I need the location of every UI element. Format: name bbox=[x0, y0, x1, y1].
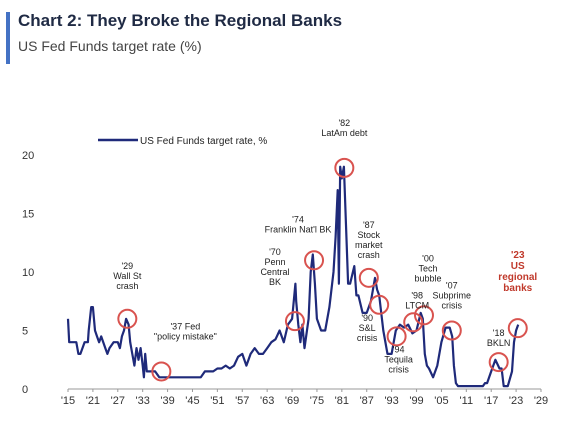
event-circle bbox=[151, 361, 172, 382]
event-label-line: crisis bbox=[357, 333, 378, 343]
event-label-line: bubble bbox=[414, 273, 441, 283]
event-circle bbox=[284, 311, 305, 332]
x-tick-label: '17 bbox=[484, 395, 498, 407]
event-circle bbox=[117, 308, 138, 329]
event-label-line: '74 bbox=[292, 214, 304, 224]
event-circle bbox=[304, 250, 325, 271]
x-tick-label: '93 bbox=[384, 395, 398, 407]
x-axis: '15 '21 '27 '33 '39 '45 '51 '57 '63 '69 '75 '81 '87 '… bbox=[61, 388, 548, 407]
x-tick-label: '15 bbox=[61, 395, 75, 407]
x-tick-label: '11 bbox=[460, 395, 474, 407]
event-circle bbox=[403, 312, 424, 333]
event-label: '82 LatAm debt bbox=[321, 118, 368, 138]
event-circle bbox=[441, 320, 462, 341]
event-label-line: BK bbox=[269, 277, 281, 287]
event-label-line: Tequila bbox=[384, 354, 413, 364]
x-tick-label: '81 bbox=[335, 395, 349, 407]
chart-title: Chart 2: They Broke the Regional Banks bbox=[18, 11, 343, 30]
event-circle bbox=[334, 157, 355, 178]
x-tick-label: '69 bbox=[285, 395, 299, 407]
event-label-line: Subprime bbox=[433, 291, 472, 301]
event-circle bbox=[488, 352, 509, 373]
x-tick-label: '99 bbox=[409, 395, 423, 407]
event-circle bbox=[507, 318, 528, 339]
y-axis: 0 5 10 15 20 bbox=[22, 150, 34, 396]
event-label-line: Penn bbox=[264, 257, 285, 267]
event-label-line: '87 bbox=[363, 220, 375, 230]
x-tick-label: '33 bbox=[136, 395, 150, 407]
event-label: '23 US regional banks bbox=[498, 250, 537, 294]
annotation-labels: '29 Wall St crash'37 Fed "policy mistake"'7… bbox=[113, 118, 537, 374]
event-label-line: '00 bbox=[422, 253, 434, 263]
event-label-line: banks bbox=[503, 283, 532, 294]
x-tick-label: '39 bbox=[160, 395, 174, 407]
event-label-line: LTCM bbox=[405, 300, 429, 310]
x-tick-label: '57 bbox=[235, 395, 249, 407]
event-circle bbox=[386, 326, 407, 347]
legend-label: US Fed Funds target rate, % bbox=[140, 136, 267, 147]
event-label-line: regional bbox=[498, 272, 537, 283]
event-label: '18 BKLN bbox=[487, 328, 511, 348]
event-label-line: '82 bbox=[338, 118, 350, 128]
event-label: '70 Penn Central BK bbox=[260, 247, 289, 287]
y-tick-label: 10 bbox=[22, 267, 34, 279]
x-tick-label: '05 bbox=[434, 395, 448, 407]
y-tick-label: 15 bbox=[22, 209, 34, 221]
event-label-line: '23 bbox=[511, 250, 525, 261]
event-label-line: '29 bbox=[121, 261, 133, 271]
event-label-line: crisis bbox=[388, 364, 409, 374]
x-tick-label: '51 bbox=[210, 395, 224, 407]
x-tick-label: '75 bbox=[310, 395, 324, 407]
event-label-line: crash bbox=[116, 281, 138, 291]
event-label-line: '98 bbox=[411, 290, 423, 300]
event-label-line: '18 bbox=[493, 328, 505, 338]
event-label-line: '70 bbox=[269, 247, 281, 257]
annotation-circles bbox=[117, 157, 528, 382]
legend: US Fed Funds target rate, % bbox=[98, 136, 267, 147]
x-tick-label: '21 bbox=[86, 395, 100, 407]
event-label-line: Franklin Nat'l BK bbox=[265, 224, 332, 234]
chart-subtitle: US Fed Funds target rate (%) bbox=[18, 38, 202, 54]
event-circle bbox=[413, 305, 434, 326]
x-tick-label: '63 bbox=[260, 395, 274, 407]
event-label: '37 Fed "policy mistake" bbox=[154, 321, 217, 341]
event-label-line: S&L bbox=[359, 323, 376, 333]
event-label-line: crisis bbox=[442, 301, 463, 311]
x-tick-label: '29 bbox=[534, 395, 548, 407]
event-circle bbox=[369, 294, 390, 315]
event-label: '74 Franklin Nat'l BK bbox=[265, 214, 332, 234]
x-tick-label: '23 bbox=[509, 395, 523, 407]
event-label-line: LatAm debt bbox=[321, 128, 368, 138]
event-circle bbox=[358, 267, 379, 288]
event-label-line: Central bbox=[260, 267, 289, 277]
x-tick-label: '87 bbox=[360, 395, 374, 407]
event-label-line: '90 bbox=[361, 313, 373, 323]
event-label: '98 LTCM bbox=[405, 290, 429, 310]
event-label-line: Wall St bbox=[113, 271, 142, 281]
y-tick-label: 0 bbox=[22, 384, 28, 396]
x-tick-label: '27 bbox=[111, 395, 125, 407]
event-label-line: '94 bbox=[393, 344, 405, 354]
event-label: '87 Stock market crash bbox=[355, 220, 383, 260]
y-tick-label: 5 bbox=[22, 326, 28, 338]
event-label-line: BKLN bbox=[487, 338, 511, 348]
event-label: '00 Tech bubble bbox=[414, 253, 441, 283]
event-label-line: '07 bbox=[446, 281, 458, 291]
event-label-line: Stock bbox=[358, 230, 381, 240]
event-label-line: "policy mistake" bbox=[154, 331, 217, 341]
title-accent-bar bbox=[6, 12, 10, 64]
x-tick-label: '45 bbox=[185, 395, 199, 407]
event-label: '90 S&L crisis bbox=[357, 313, 378, 343]
y-tick-label: 20 bbox=[22, 150, 34, 162]
event-label-line: '37 Fed bbox=[170, 321, 200, 331]
event-label: '07 Subprime crisis bbox=[433, 281, 472, 311]
event-label-line: crash bbox=[358, 250, 380, 260]
event-label-line: Tech bbox=[418, 263, 437, 273]
event-label: '29 Wall St crash bbox=[113, 261, 142, 291]
event-label-line: US bbox=[511, 261, 525, 272]
event-label-line: market bbox=[355, 240, 383, 250]
event-label: '94 Tequila crisis bbox=[384, 344, 413, 374]
